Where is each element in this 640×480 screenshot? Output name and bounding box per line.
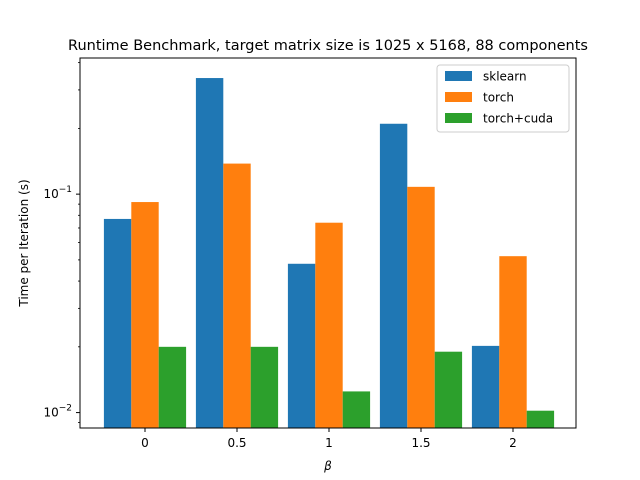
- bars-group: [103, 78, 555, 429]
- bar-torch-cuda-4: [526, 410, 555, 428]
- legend-label-2: torch+cuda: [483, 112, 553, 126]
- legend-label-1: torch: [483, 91, 514, 105]
- bar-sklearn-2: [287, 263, 316, 428]
- bar-torch-1: [223, 163, 251, 429]
- bar-sklearn-4: [471, 345, 500, 428]
- x-tick-label-1: 0.5: [227, 436, 246, 450]
- bar-torch-4: [499, 256, 527, 428]
- plot-frame: [79, 57, 577, 429]
- bar-torch-cuda-2: [342, 391, 371, 428]
- x-axis-label: β: [323, 459, 332, 473]
- bar-torch-cuda-0: [158, 346, 187, 428]
- bar-torch-2: [315, 222, 343, 428]
- chart-title: Runtime Benchmark, target matrix size is…: [68, 38, 588, 54]
- bar-sklearn-3: [379, 123, 408, 429]
- bar-torch-cuda-3: [434, 351, 463, 428]
- bar-torch-3: [407, 186, 435, 428]
- x-tick-label-3: 1.5: [411, 436, 430, 450]
- bar-sklearn-0: [103, 218, 132, 428]
- legend-swatch-2: [445, 113, 472, 123]
- legend: sklearn torch torch+cuda: [436, 64, 570, 133]
- bar-sklearn-1: [195, 78, 224, 429]
- bar-torch-cuda-1: [250, 346, 279, 428]
- y-tick-label-0: 10−2: [43, 404, 72, 420]
- bar-torch-0: [131, 202, 159, 428]
- x-tick-label-0: 0: [141, 436, 149, 450]
- y-axis-label: Time per Iteration (s): [17, 179, 31, 307]
- y-tick-label-1: 10−1: [43, 185, 72, 201]
- x-tick-label-4: 2: [509, 436, 517, 450]
- ticks-group: 0 0.5 1 1.5 2 10−2 10−1: [43, 62, 517, 450]
- legend-swatch-1: [445, 92, 472, 102]
- x-tick-label-2: 1: [325, 436, 333, 450]
- legend-label-0: sklearn: [483, 70, 527, 84]
- legend-swatch-0: [445, 71, 472, 81]
